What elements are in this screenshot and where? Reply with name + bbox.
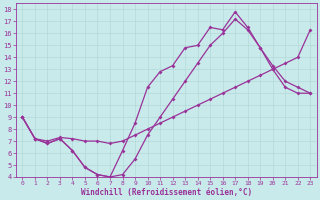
X-axis label: Windchill (Refroidissement éolien,°C): Windchill (Refroidissement éolien,°C) bbox=[81, 188, 252, 197]
